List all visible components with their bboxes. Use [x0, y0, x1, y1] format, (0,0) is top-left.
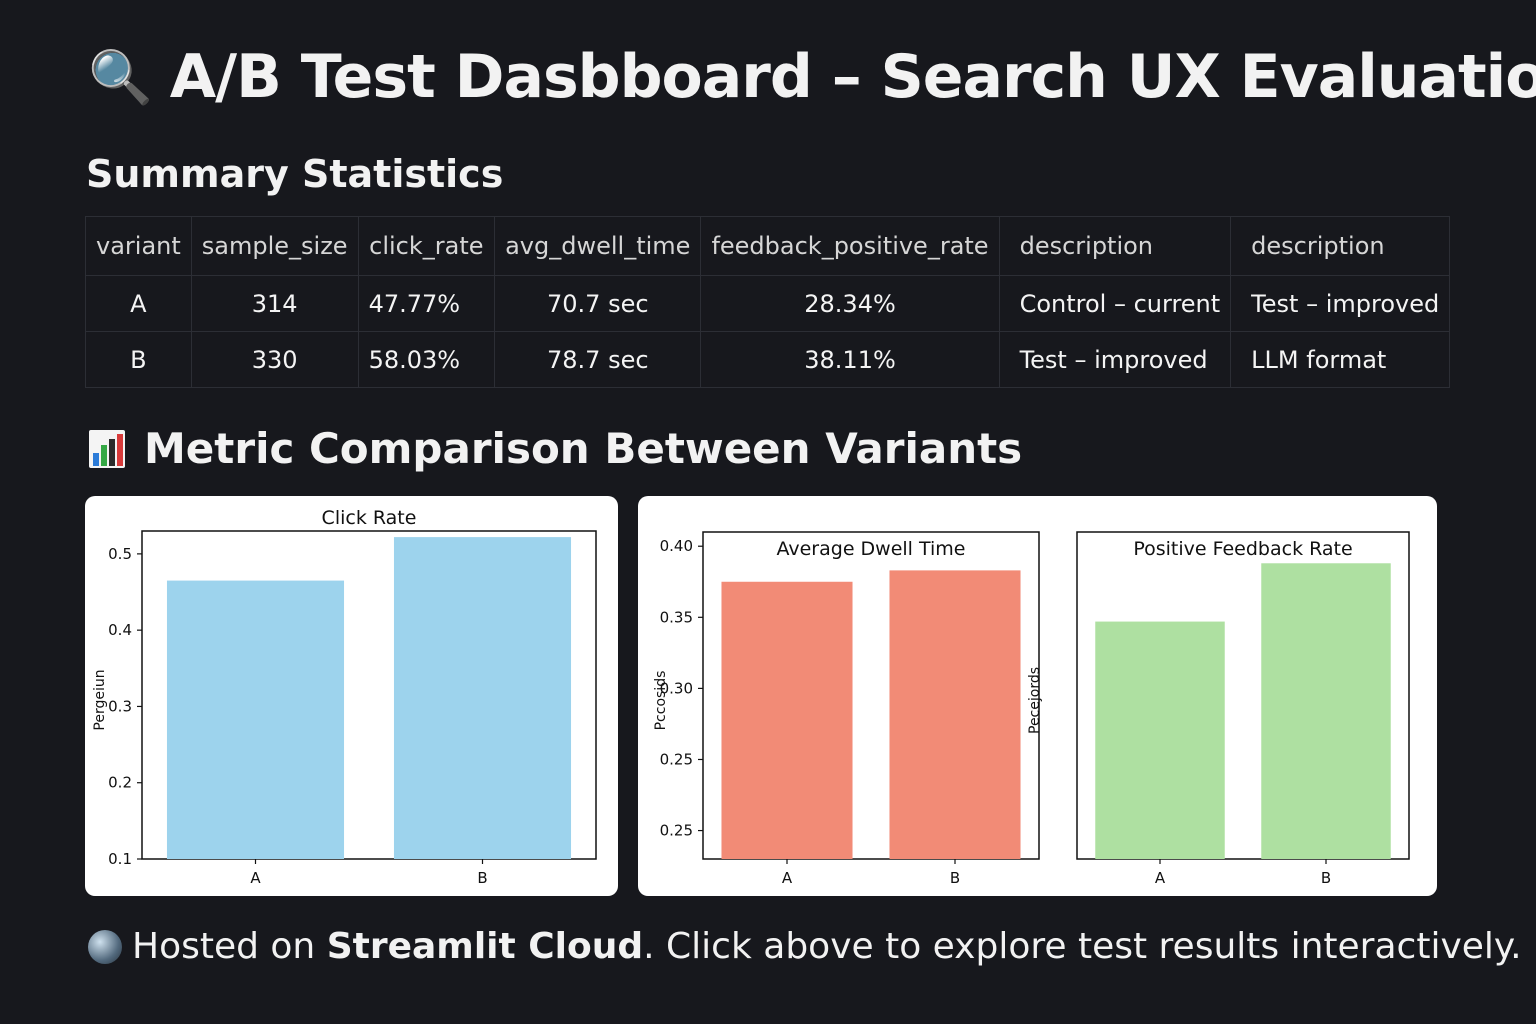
- click-rate-xtick-label: B: [477, 869, 487, 887]
- dwell-time-ylabel: Pccosids: [653, 671, 669, 731]
- click-rate-ytick-label: 0.2: [108, 774, 132, 792]
- click-rate-chart-card: Click Rate Pergeiun 0.5 0.4 0.3 0.2 0.1 A B: [85, 496, 618, 896]
- cell-avg-dwell-time: 78.7 sec: [494, 331, 702, 388]
- metric-comparison-heading: Metric Comparison Between Variants: [88, 424, 1022, 473]
- click-rate-bar-b: [393, 537, 572, 859]
- positive-feedback-ylabel: Pecejords: [1027, 667, 1043, 734]
- footer-streamlit-cloud: Streamlit Cloud: [326, 926, 644, 967]
- click-rate-ytick-label: 0.1: [108, 850, 132, 868]
- click-rate-ylabel: Pergeiun: [92, 669, 108, 730]
- column-header-feedback-positive-rate[interactable]: feedback_positive_rate: [700, 216, 1000, 276]
- click-rate-title: Click Rate: [322, 507, 417, 529]
- footer-suffix: . Click above to explore test results in…: [643, 926, 1522, 967]
- footer-prefix: Hosted on: [132, 926, 327, 967]
- table-header-row: variant sample_size click_rate avg_dwell…: [85, 216, 1451, 276]
- cell-variant: A: [85, 275, 192, 332]
- click-rate-ytick-label: 0.5: [108, 545, 132, 563]
- cell-sample-size: 330: [191, 331, 359, 388]
- cell-variant: B: [85, 331, 192, 388]
- column-header-avg-dwell-time[interactable]: avg_dwell_time: [494, 216, 702, 276]
- dwell-time-xtick-label: A: [782, 869, 793, 887]
- cell-description: Test – improved: [999, 331, 1232, 388]
- cell-description-2: LLM format: [1230, 331, 1451, 388]
- column-header-description-2[interactable]: description: [1230, 216, 1451, 276]
- magnifier-icon: 🔍: [88, 47, 153, 108]
- click-rate-axes-frame: [141, 530, 597, 860]
- positive-feedback-title: Positive Feedback Rate: [1133, 538, 1352, 560]
- dwell-time-axes-frame: [702, 531, 1040, 860]
- dwell-time-xtick-label: B: [950, 869, 960, 887]
- cell-description-2: Test – improved: [1230, 275, 1451, 332]
- click-rate-ytick-label: 0.4: [108, 621, 132, 639]
- cell-description: Control – current: [999, 275, 1232, 332]
- positive-feedback-bar-b: [1261, 563, 1391, 859]
- cell-avg-dwell-time: 70.7 sec: [494, 275, 702, 332]
- metric-comparison-heading-text: Metric Comparison Between Variants: [144, 424, 1023, 473]
- column-header-description[interactable]: description: [999, 216, 1232, 276]
- dwell-feedback-charts: Average Dwell Time Pccosids 0.40 0.35 0.30 0.…: [653, 531, 1410, 887]
- click-rate-bar-a: [166, 580, 345, 859]
- cell-click-rate: 47.77%: [358, 275, 496, 332]
- dwell-time-ytick-label: 0.25: [660, 822, 693, 840]
- summary-heading: Summary Statistics: [86, 152, 504, 196]
- positive-feedback-xtick-label: B: [1321, 869, 1331, 887]
- table-row: B 330 58.03% 78.7 sec 38.11% Test – impr…: [85, 331, 1451, 388]
- globe-icon: [88, 929, 122, 964]
- footer-note: Hosted on Streamlit Cloud. Click above t…: [88, 926, 1522, 967]
- dwell-time-ytick-label: 0.30: [660, 679, 693, 697]
- cell-feedback-positive-rate: 28.34%: [700, 275, 1000, 332]
- positive-feedback-bar-a: [1095, 621, 1225, 859]
- cell-sample-size: 314: [191, 275, 359, 332]
- summary-table: variant sample_size click_rate avg_dwell…: [85, 216, 1451, 388]
- click-rate-chart: Click Rate Pergeiun 0.5 0.4 0.3 0.2 0.1 A B: [92, 507, 597, 887]
- dwell-time-ytick-label: 0.35: [660, 608, 693, 626]
- column-header-click-rate[interactable]: click_rate: [358, 216, 496, 276]
- column-header-variant[interactable]: variant: [85, 216, 192, 276]
- page-title: 🔍 A/B Test Dasbboard – Search UX Evaluat…: [88, 42, 1536, 112]
- dwell-time-bar-b: [889, 570, 1021, 859]
- column-header-sample-size[interactable]: sample_size: [191, 216, 359, 276]
- page-title-text: A/B Test Dasbboard – Search UX Evaluatio…: [169, 42, 1536, 112]
- dwell-time-ytick-label: 0.25: [660, 750, 693, 768]
- click-rate-xtick-label: A: [250, 869, 261, 887]
- dwell-time-ytick-label: 0.40: [660, 537, 693, 555]
- cell-feedback-positive-rate: 38.11%: [700, 331, 1000, 388]
- positive-feedback-xtick-label: A: [1155, 869, 1166, 887]
- bar-chart-icon: [89, 429, 125, 468]
- dwell-time-bar-a: [721, 581, 853, 859]
- cell-click-rate: 58.03%: [358, 331, 496, 388]
- click-rate-ytick-label: 0.3: [108, 697, 132, 715]
- dwell-feedback-chart-card: Average Dwell Time Pccosids 0.40 0.35 0.30 0.…: [638, 496, 1437, 896]
- table-row: A 314 47.77% 70.7 sec 28.34% Control – c…: [85, 275, 1451, 332]
- positive-feedback-axes-frame: [1076, 531, 1410, 860]
- dwell-time-title: Average Dwell Time: [776, 538, 965, 560]
